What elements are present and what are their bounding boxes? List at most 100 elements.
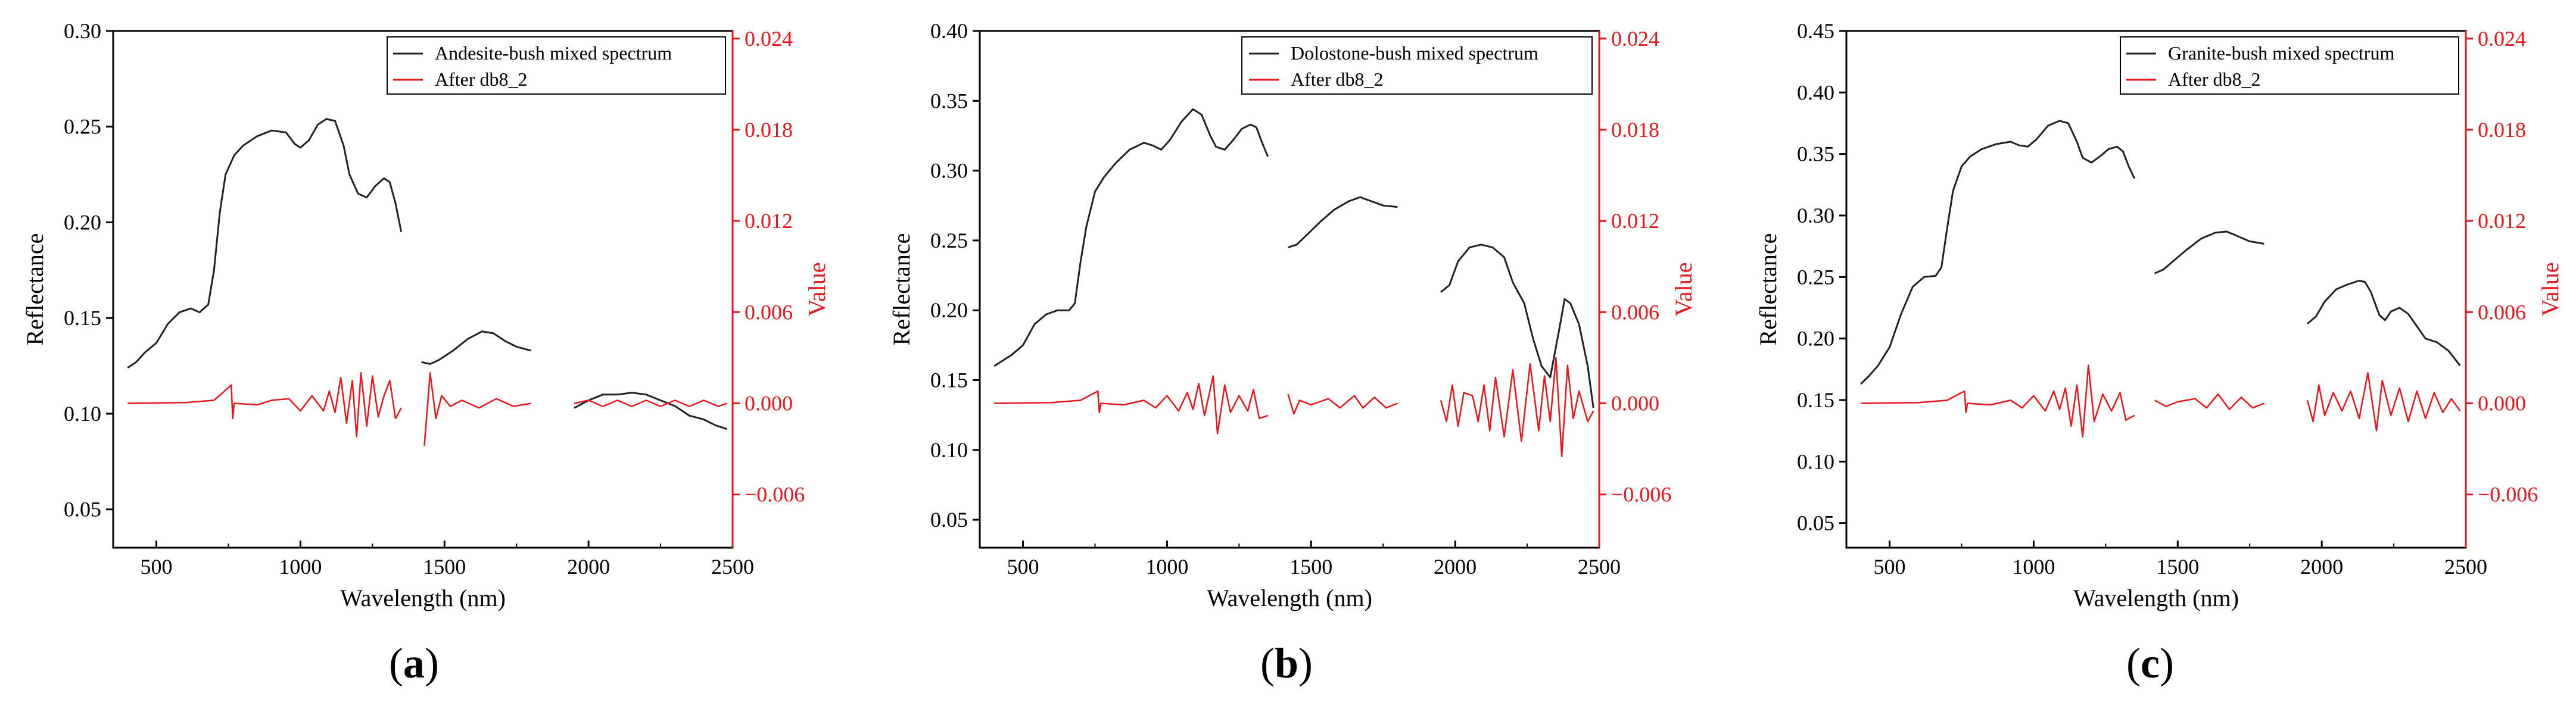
y2-tick-label: −0.006 xyxy=(745,483,805,507)
series-layer xyxy=(994,109,1593,456)
x-tick-label: 2000 xyxy=(567,555,610,579)
x-axis-label: Wavelength (nm) xyxy=(1207,585,1372,611)
figure: 500 1000 1500 2000 2500 0.05 0.10 0.15 0.20 0.25 0… xyxy=(0,0,2576,712)
y2-tick-label: 0.024 xyxy=(2478,27,2526,51)
y2-tick-label: 0.000 xyxy=(2478,391,2526,415)
legend-label-wavelet: After db8_2 xyxy=(2168,68,2261,90)
x-tick-label: 2500 xyxy=(711,555,754,579)
y-tick-label: 0.20 xyxy=(1797,327,1834,351)
chart-panel-b: 500 1000 1500 2000 2500 0.05 0.10 0.15 0.20 0.25 0… xyxy=(888,19,1697,687)
y2-tick-label: 0.006 xyxy=(745,300,793,324)
y-tick-label: 0.10 xyxy=(64,402,101,426)
x-tick-label: 2500 xyxy=(1578,555,1621,579)
mixed-spectrum-line xyxy=(1288,197,1398,247)
x-tick-label: 1000 xyxy=(1145,555,1188,579)
wavelet-series-line xyxy=(574,400,727,406)
wavelet-series-line xyxy=(1288,394,1398,414)
y2-tick-label: 0.024 xyxy=(1611,27,1659,51)
y-tick-label: 0.10 xyxy=(1797,449,1834,473)
y2-tick-label: 0.000 xyxy=(1611,391,1659,415)
legend-label-mixed: Dolostone-bush mixed spectrum xyxy=(1291,42,1538,64)
x-tick-label: 1500 xyxy=(2156,555,2199,579)
y-tick-label: 0.40 xyxy=(930,19,968,43)
series-layer xyxy=(127,119,727,446)
x-tick-label: 500 xyxy=(1007,555,1039,579)
y-tick-label: 0.20 xyxy=(930,298,968,322)
x-axis-label: Wavelength (nm) xyxy=(2073,585,2239,611)
wavelet-series-line xyxy=(424,373,531,446)
y2-tick-label: 0.018 xyxy=(745,118,793,142)
y2-tick-label: 0.000 xyxy=(745,391,793,415)
legend-label-wavelet: After db8_2 xyxy=(1291,68,1384,90)
y2-tick-label: 0.024 xyxy=(745,27,793,51)
y-tick-label: 0.10 xyxy=(930,438,968,462)
mixed-spectrum-line xyxy=(127,119,401,368)
mixed-spectrum-line xyxy=(574,393,727,429)
y-tick-label: 0.25 xyxy=(64,115,101,139)
y-tick-label: 0.30 xyxy=(930,159,968,183)
x-tick-label: 500 xyxy=(141,555,173,579)
y2-tick-label: 0.006 xyxy=(2478,300,2526,324)
y-tick-label: 0.40 xyxy=(1797,80,1834,104)
tick-layer: 500 1000 1500 2000 2500 0.05 0.10 0.15 0.20 0.25 0… xyxy=(930,19,1671,579)
y-axis-label: Reflectance xyxy=(1755,233,1781,346)
legend: Andesite-bush mixed spectrum After db8_2 xyxy=(387,37,725,94)
mixed-spectrum-line xyxy=(2307,281,2460,366)
wavelet-series-line xyxy=(2307,373,2460,430)
y2-tick-label: 0.006 xyxy=(1611,300,1659,324)
x-tick-label: 2500 xyxy=(2444,555,2487,579)
y-tick-label: 0.35 xyxy=(1797,142,1834,166)
mixed-spectrum-line xyxy=(1861,121,2135,384)
legend: Dolostone-bush mixed spectrum After db8_… xyxy=(1242,37,1592,94)
wavelet-series-line xyxy=(1441,358,1593,457)
y-tick-label: 0.05 xyxy=(1797,511,1834,535)
plot-area xyxy=(1846,31,2466,548)
chart-panel-c: 500 1000 1500 2000 2500 0.05 0.10 0.15 0.20 0.25 0… xyxy=(1755,19,2563,687)
panel-label-a: (a) xyxy=(389,639,439,687)
y-tick-label: 0.30 xyxy=(1797,204,1834,227)
series-layer xyxy=(1861,121,2460,437)
x-tick-label: 1500 xyxy=(1289,555,1332,579)
panel-label-c: (c) xyxy=(2126,639,2174,687)
y-tick-label: 0.25 xyxy=(1797,265,1834,289)
y-tick-label: 0.05 xyxy=(930,508,968,532)
mixed-spectrum-line xyxy=(994,109,1268,366)
plot-area xyxy=(113,31,733,548)
y-tick-label: 0.45 xyxy=(1797,19,1834,43)
x-tick-label: 1500 xyxy=(423,555,466,579)
wavelet-series-line xyxy=(994,376,1268,434)
y-tick-label: 0.05 xyxy=(64,498,101,521)
tick-layer: 500 1000 1500 2000 2500 0.05 0.10 0.15 0.20 0.25 0… xyxy=(64,19,805,579)
x-tick-label: 1000 xyxy=(2012,555,2055,579)
x-tick-label: 1000 xyxy=(279,555,322,579)
y2-tick-label: 0.012 xyxy=(745,209,793,233)
panel-label-b: (b) xyxy=(1260,639,1313,687)
wavelet-series-line xyxy=(1861,366,2135,437)
mixed-spectrum-line xyxy=(1441,245,1593,408)
x-tick-label: 2000 xyxy=(1434,555,1477,579)
y2-tick-label: 0.012 xyxy=(1611,209,1659,233)
y-tick-label: 0.15 xyxy=(1797,388,1834,412)
y2-tick-label: −0.006 xyxy=(1611,483,1671,507)
plot-area xyxy=(980,31,1599,548)
y2-axis-label: Value xyxy=(2537,262,2563,316)
y-tick-label: 0.15 xyxy=(64,306,101,330)
y2-tick-label: 0.018 xyxy=(2478,118,2526,142)
y-tick-label: 0.30 xyxy=(64,19,101,43)
legend-label-wavelet: After db8_2 xyxy=(435,68,528,90)
y-axis-label: Reflectance xyxy=(21,233,48,346)
y2-axis-label: Value xyxy=(803,262,830,316)
wavelet-series-line xyxy=(127,373,401,436)
y2-tick-label: −0.006 xyxy=(2478,483,2538,507)
y-tick-label: 0.20 xyxy=(64,210,101,234)
mixed-spectrum-line xyxy=(2155,232,2264,273)
x-tick-label: 500 xyxy=(1874,555,1906,579)
legend-label-mixed: Granite-bush mixed spectrum xyxy=(2168,42,2394,64)
mixed-spectrum-line xyxy=(422,332,531,364)
y2-axis-label: Value xyxy=(1670,262,1697,316)
wavelet-series-line xyxy=(2155,394,2264,410)
y-tick-label: 0.15 xyxy=(930,368,968,392)
y-axis-label: Reflectance xyxy=(888,233,915,346)
y2-tick-label: 0.012 xyxy=(2478,209,2526,233)
legend: Granite-bush mixed spectrum After db8_2 xyxy=(2120,37,2459,94)
